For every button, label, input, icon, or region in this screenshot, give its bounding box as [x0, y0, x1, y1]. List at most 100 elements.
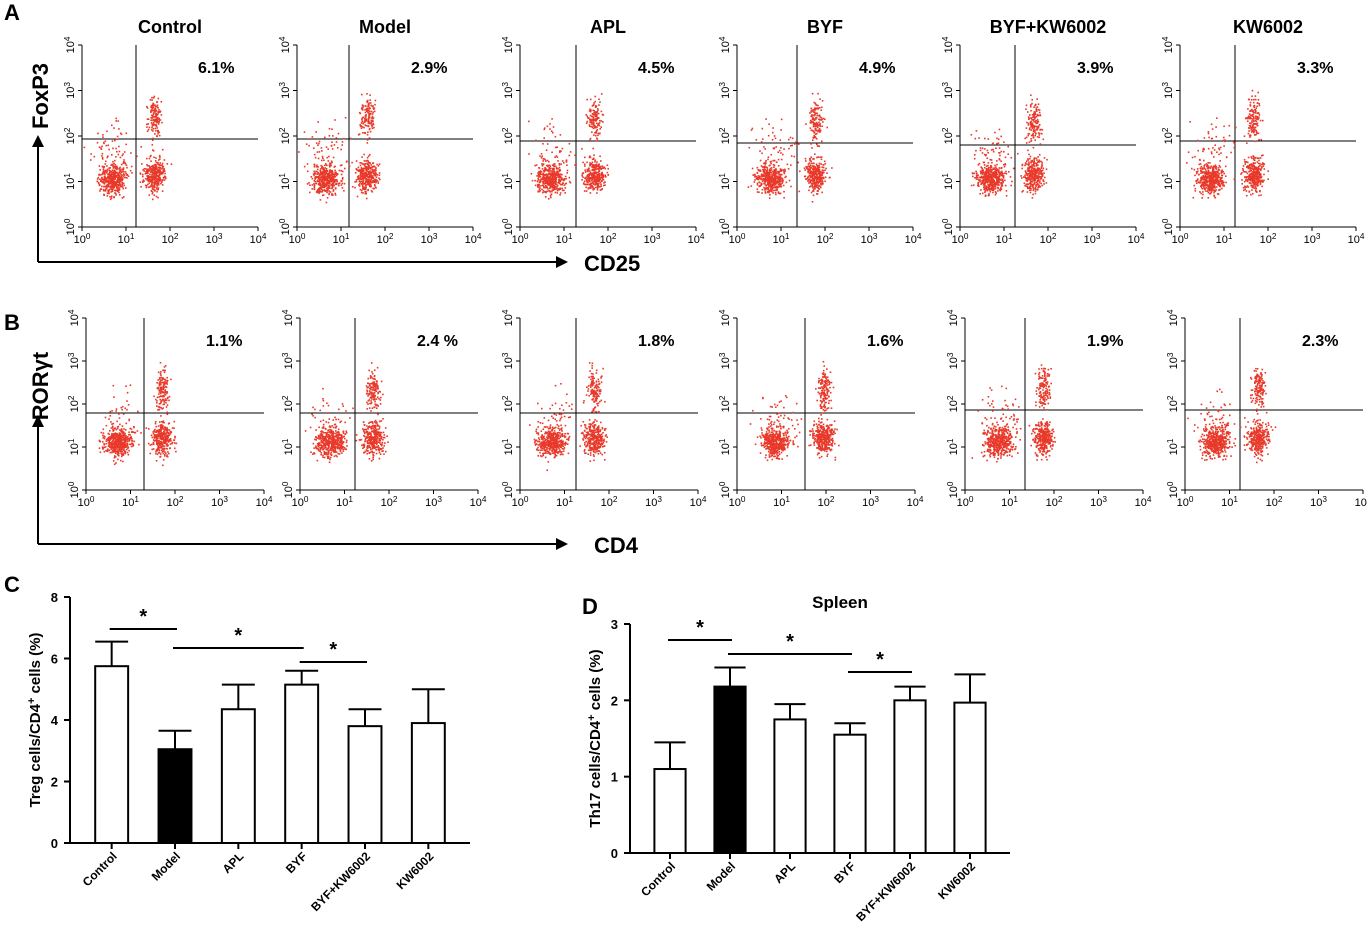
event-dot: [593, 112, 595, 114]
tick-exponent: 2: [829, 232, 834, 241]
event-dot: [813, 186, 815, 188]
event-dot: [561, 147, 564, 150]
event-dot: [327, 148, 329, 150]
event-dot: [368, 107, 370, 109]
event-dot: [809, 127, 812, 129]
event-dot: [1034, 121, 1037, 123]
event-dot: [370, 177, 373, 180]
event-dot: [764, 189, 767, 191]
event-dot: [1035, 177, 1038, 180]
event-dot: [331, 170, 333, 172]
event-dot: [540, 185, 542, 187]
event-dot: [815, 169, 818, 172]
event-dot: [331, 128, 333, 130]
event-dot: [159, 156, 161, 158]
event-dot: [331, 161, 333, 164]
event-dot: [1026, 191, 1029, 193]
event-dot: [332, 135, 334, 137]
event-dot: [331, 181, 333, 183]
event-dot: [757, 175, 760, 177]
event-dot: [778, 172, 780, 174]
event-dots: [528, 93, 610, 200]
event-dot: [817, 177, 820, 180]
event-dot: [981, 182, 984, 184]
event-dot: [111, 185, 114, 187]
event-dot: [1028, 173, 1030, 175]
event-dot: [1035, 188, 1037, 190]
event-dot: [998, 128, 1001, 131]
event-dot: [163, 170, 166, 172]
tick-exponent: 3: [63, 82, 72, 87]
event-dot: [150, 122, 153, 124]
event-dot: [768, 190, 770, 192]
event-dot: [111, 154, 113, 156]
event-dot: [111, 163, 113, 166]
event-dot: [1030, 168, 1033, 170]
event-dot: [121, 174, 123, 176]
event-dot: [170, 163, 173, 165]
event-dot: [1029, 185, 1032, 187]
event-dot: [764, 182, 766, 184]
event-dot: [329, 174, 331, 176]
event-dot: [1032, 162, 1035, 165]
event-dot: [984, 148, 986, 150]
event-dot: [157, 184, 160, 186]
event-dot: [323, 179, 325, 181]
event-dot: [151, 177, 154, 180]
event-dot: [141, 163, 143, 165]
event-dot: [813, 134, 815, 137]
event-dot: [763, 162, 766, 164]
event-dot: [334, 176, 337, 178]
event-dot: [158, 164, 161, 166]
event-dot: [159, 177, 161, 179]
event-dot: [117, 153, 120, 156]
event-dot: [340, 184, 343, 186]
event-dot: [756, 171, 759, 174]
event-dot: [814, 136, 816, 138]
event-dot: [585, 114, 587, 116]
event-dot: [161, 148, 164, 151]
event-dot: [556, 170, 558, 173]
event-dot: [160, 173, 162, 175]
event-dot: [586, 183, 588, 186]
event-dot: [552, 186, 555, 188]
event-dot: [993, 188, 995, 191]
event-dot: [1027, 111, 1029, 113]
event-dot: [109, 196, 111, 198]
event-dot: [369, 167, 371, 169]
event-dot: [1038, 159, 1041, 162]
event-dot: [116, 167, 119, 170]
event-dot: [152, 198, 154, 201]
event-dot: [603, 166, 606, 169]
tick-base: 10: [289, 234, 301, 246]
event-dot: [369, 130, 372, 133]
event-dot: [114, 184, 116, 187]
event-dot: [595, 105, 597, 107]
event-dot: [330, 176, 332, 179]
event-dot: [757, 169, 760, 172]
event-dot: [978, 137, 980, 139]
event-dot: [824, 180, 826, 183]
event-dot: [546, 174, 548, 177]
event-dot: [818, 162, 821, 165]
tick-base: 10: [943, 223, 955, 235]
event-dot: [986, 189, 988, 191]
event-dot: [325, 172, 328, 175]
tick-base: 10: [644, 234, 656, 246]
event-dot: [303, 165, 306, 168]
flow-x-tick-label: 103: [421, 232, 438, 246]
event-dot: [584, 171, 587, 173]
event-dot: [540, 157, 543, 159]
event-dot: [1025, 104, 1028, 107]
event-dot: [113, 162, 115, 165]
quadrant-percentage: 6.1%: [198, 60, 234, 77]
tick-base: 10: [280, 41, 292, 53]
event-dot: [993, 172, 995, 175]
event-dot: [769, 194, 771, 196]
event-dot: [369, 168, 372, 170]
event-dot: [143, 168, 146, 170]
event-dot: [598, 166, 600, 169]
event-dot: [596, 186, 599, 188]
event-dot: [542, 169, 545, 172]
event-dot: [795, 141, 797, 143]
